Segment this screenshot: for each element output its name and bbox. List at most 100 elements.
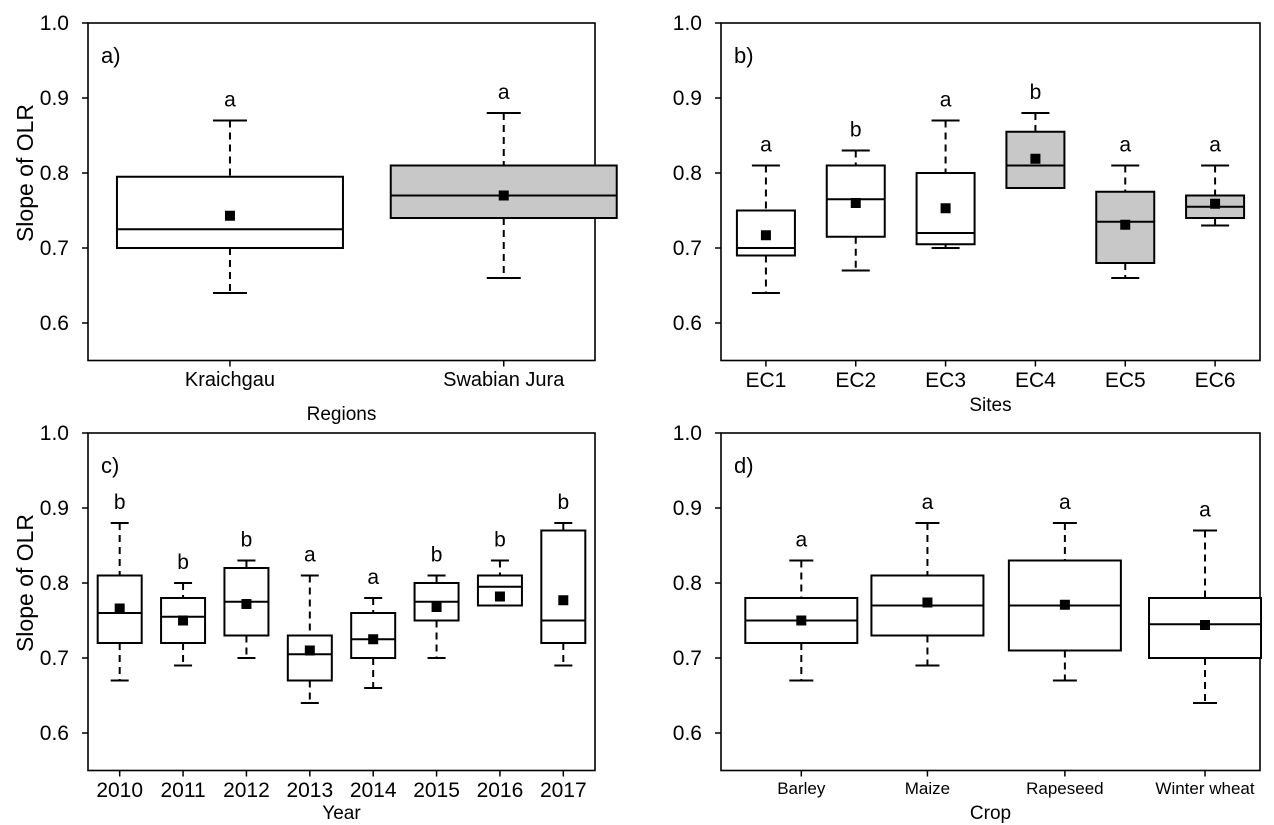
- x-axis-label: Year: [322, 803, 361, 824]
- x-tick-label: EC5: [1105, 369, 1146, 392]
- panel-label: a): [101, 43, 121, 68]
- box-ec6: a EC6: [1185, 134, 1246, 392]
- significance-letter: b: [431, 544, 443, 567]
- x-axis-label: Regions: [307, 404, 377, 425]
- y-tick-label: 1.0: [673, 422, 702, 445]
- significance-letter: a: [1209, 134, 1221, 157]
- box-2014: a 2014: [350, 566, 397, 802]
- box-2011: b 2011: [160, 551, 207, 802]
- significance-letter: a: [1119, 134, 1131, 157]
- significance-letter: b: [850, 119, 862, 142]
- x-tick-label: EC3: [925, 369, 966, 392]
- y-tick-label: 0.9: [40, 497, 69, 520]
- x-tick-label: Maize: [905, 779, 950, 798]
- mean-marker: [241, 599, 252, 609]
- mean-marker: [922, 597, 933, 608]
- significance-letter: a: [224, 89, 236, 112]
- y-tick-label: 0.8: [40, 162, 69, 185]
- box-2017: b 2017: [540, 491, 587, 802]
- x-tick-label: 2014: [350, 779, 397, 802]
- significance-letter: a: [1199, 499, 1211, 522]
- panel-b: 0.6 0.7 0.8 0.9 1.0 b) a EC1 b EC2 a EC3 b EC4 a EC5 a EC…: [673, 12, 1261, 416]
- x-tick-label: Swabian Jura: [443, 369, 565, 391]
- x-tick-label: 2015: [413, 779, 460, 802]
- significance-letter: b: [177, 551, 189, 574]
- significance-letter: b: [1030, 81, 1042, 104]
- significance-letter: a: [304, 544, 316, 567]
- mean-marker: [114, 603, 125, 614]
- x-tick-label: 2013: [286, 779, 333, 802]
- x-tick-label: 2017: [540, 779, 587, 802]
- box-rapeseed: a Rapeseed: [1007, 491, 1122, 798]
- x-tick-label: 2012: [223, 779, 270, 802]
- x-axis-label: Crop: [970, 803, 1011, 824]
- significance-letter: b: [114, 491, 126, 514]
- mean-marker: [1030, 153, 1041, 164]
- mean-marker: [224, 210, 235, 221]
- y-tick-label: 0.8: [673, 572, 702, 595]
- mean-marker: [760, 230, 771, 241]
- y-tick-label: 0.7: [673, 237, 702, 260]
- mean-marker: [1210, 198, 1221, 209]
- mean-marker: [368, 634, 379, 645]
- significance-letter: b: [557, 491, 569, 514]
- x-tick-label: 2010: [96, 779, 143, 802]
- iqr-box: [115, 175, 344, 249]
- box-2016: b 2016: [477, 529, 524, 803]
- plot-frame: [87, 432, 596, 772]
- x-tick-label: Winter wheat: [1155, 779, 1254, 798]
- x-tick-label: EC6: [1195, 369, 1236, 392]
- box-ec4: b EC4: [1005, 81, 1066, 392]
- y-tick-label: 0.9: [673, 87, 702, 110]
- mean-marker: [431, 602, 442, 612]
- iqr-box: [540, 529, 587, 644]
- significance-letter: a: [940, 89, 952, 112]
- box-barley: a Barley: [744, 529, 859, 798]
- mean-marker: [1200, 620, 1211, 630]
- significance-letter: a: [498, 81, 510, 104]
- box-2013: a 2013: [286, 544, 333, 803]
- x-tick-label: 2011: [160, 779, 205, 802]
- x-tick-label: Kraichgau: [185, 369, 275, 391]
- x-axis-label: Sites: [969, 395, 1011, 416]
- mean-marker: [558, 595, 569, 606]
- box-maize: a Maize: [870, 491, 985, 798]
- x-tick-label: EC4: [1015, 369, 1056, 392]
- significance-letter: b: [494, 529, 506, 552]
- panel-label: c): [101, 453, 119, 478]
- x-tick-label: Barley: [777, 779, 826, 798]
- box-winter-wheat: a Winter wheat: [1148, 499, 1263, 798]
- mean-marker: [850, 198, 861, 208]
- x-tick-label: EC2: [835, 369, 876, 392]
- panel-label: b): [734, 43, 754, 68]
- mean-marker: [1120, 219, 1131, 230]
- y-tick-label: 0.7: [40, 647, 69, 670]
- box-2012: b 2012: [223, 529, 270, 803]
- box-ec5: a EC5: [1095, 134, 1156, 392]
- significance-letter: a: [1059, 491, 1071, 514]
- box-ec3: a EC3: [915, 89, 976, 392]
- iqr-box: [96, 574, 143, 644]
- y-tick-label: 0.7: [40, 237, 69, 260]
- x-tick-label: 2016: [477, 779, 524, 802]
- y-tick-label: 0.6: [40, 312, 69, 335]
- y-tick-label: 0.6: [40, 722, 69, 745]
- y-tick-label: 0.8: [673, 162, 702, 185]
- box-ec2: b EC2: [825, 119, 886, 392]
- y-tick-label: 0.9: [40, 87, 69, 110]
- box-ec1: a EC1: [735, 134, 796, 392]
- y-tick-label: 1.0: [40, 422, 69, 445]
- mean-marker: [796, 615, 807, 626]
- y-tick-label: 0.9: [673, 497, 702, 520]
- box-kraichgau: a Kraichgau: [115, 89, 344, 391]
- y-tick-label: 1.0: [673, 12, 702, 35]
- significance-letter: a: [367, 566, 379, 589]
- y-tick-label: 0.8: [40, 572, 69, 595]
- mean-marker: [178, 615, 189, 626]
- iqr-box: [160, 597, 207, 644]
- y-tick-label: 0.6: [673, 312, 702, 335]
- panel-label: d): [734, 453, 754, 478]
